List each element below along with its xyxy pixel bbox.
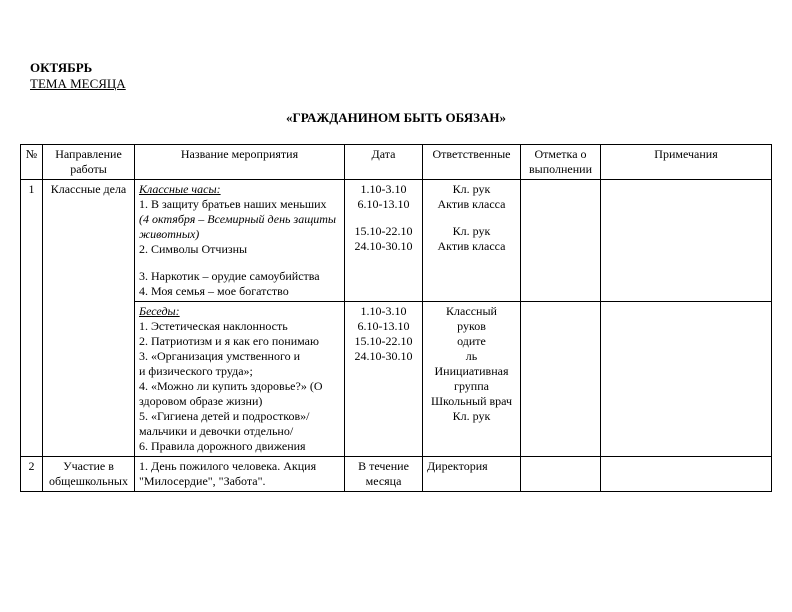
cell-num: 2: [21, 457, 43, 492]
cell-mark: [521, 302, 601, 457]
cell-notes: [601, 302, 772, 457]
cell-notes: [601, 457, 772, 492]
cell-responsible: Классный руков одите ль Инициативная гру…: [423, 302, 521, 457]
date-line: месяца: [349, 474, 418, 489]
cell-date: 1.10-3.10 6.10-13.10 15.10-22.10 24.10-3…: [345, 180, 423, 302]
date-line: В течение: [349, 459, 418, 474]
cell-date: В течение месяца: [345, 457, 423, 492]
col-direction-header: Направление работы: [43, 145, 135, 180]
col-notes-header: Примечания: [601, 145, 772, 180]
date-line: 24.10-30.10: [349, 239, 418, 254]
date-line: 1.10-3.10: [349, 182, 418, 197]
spacer: [139, 257, 340, 269]
event-line: 6. Правила дорожного движения: [139, 439, 340, 454]
cell-event: Беседы: 1. Эстетическая наклонность 2. П…: [135, 302, 345, 457]
date-line: 6.10-13.10: [349, 197, 418, 212]
page-title: «ГРАЖДАНИНОМ БЫТЬ ОБЯЗАН»: [20, 110, 772, 126]
resp-line: Актив класса: [427, 197, 516, 212]
event-line: 2. Патриотизм и я как его понимаю: [139, 334, 340, 349]
spacer: [349, 212, 418, 224]
event-heading: Беседы:: [139, 304, 340, 319]
resp-line: Классный: [427, 304, 516, 319]
event-line: 1. День пожилого человека. Акция "Милосе…: [139, 459, 340, 489]
cell-responsible: Директория: [423, 457, 521, 492]
date-line: 24.10-30.10: [349, 349, 418, 364]
cell-mark: [521, 180, 601, 302]
event-line: (4 октября – Всемирный день защиты живот…: [139, 212, 340, 242]
event-line: 1. Эстетическая наклонность: [139, 319, 340, 334]
event-heading: Классные часы:: [139, 182, 340, 197]
cell-direction: Участие в общешкольных: [43, 457, 135, 492]
cell-event: 1. День пожилого человека. Акция "Милосе…: [135, 457, 345, 492]
event-line: 4. Моя семья – мое богатство: [139, 284, 340, 299]
col-mark-header: Отметка о выполнении: [521, 145, 601, 180]
event-line: и физического труда»;: [139, 364, 340, 379]
event-line: 3. «Организация умственного и: [139, 349, 340, 364]
theme-label: ТЕМА МЕСЯЦА: [30, 76, 772, 92]
cell-notes: [601, 180, 772, 302]
table-row: 1 Классные дела Классные часы: 1. В защи…: [21, 180, 772, 302]
cell-mark: [521, 457, 601, 492]
col-event-header: Название мероприятия: [135, 145, 345, 180]
date-line: 6.10-13.10: [349, 319, 418, 334]
month-label: ОКТЯБРЬ: [30, 60, 772, 76]
event-line: 1. В защиту братьев наших меньших: [139, 197, 340, 212]
resp-line: одите: [427, 334, 516, 349]
event-line: 2. Символы Отчизны: [139, 242, 340, 257]
cell-responsible: Кл. рук Актив класса Кл. рук Актив класс…: [423, 180, 521, 302]
resp-line: группа: [427, 379, 516, 394]
cell-event: Классные часы: 1. В защиту братьев наших…: [135, 180, 345, 302]
col-num-header: №: [21, 145, 43, 180]
resp-line: Школьный врач: [427, 394, 516, 409]
event-line: 4. «Можно ли купить здоровье?» (О здоров…: [139, 379, 340, 409]
event-line: 5. «Гигиена детей и подростков»/мальчики…: [139, 409, 340, 439]
resp-line: Кл. рук: [427, 409, 516, 424]
col-responsible-header: Ответственные: [423, 145, 521, 180]
resp-line: ль: [427, 349, 516, 364]
cell-date: 1.10-3.10 6.10-13.10 15.10-22.10 24.10-3…: [345, 302, 423, 457]
cell-direction: Классные дела: [43, 180, 135, 457]
date-line: 15.10-22.10: [349, 334, 418, 349]
resp-line: руков: [427, 319, 516, 334]
table-header-row: № Направление работы Название мероприяти…: [21, 145, 772, 180]
event-line: 3. Наркотик – орудие самоубийства: [139, 269, 340, 284]
date-line: 15.10-22.10: [349, 224, 418, 239]
resp-line: Кл. рук: [427, 182, 516, 197]
table-row: 2 Участие в общешкольных 1. День пожилог…: [21, 457, 772, 492]
resp-line: Инициативная: [427, 364, 516, 379]
schedule-table: № Направление работы Название мероприяти…: [20, 144, 772, 492]
spacer: [427, 212, 516, 224]
date-line: 1.10-3.10: [349, 304, 418, 319]
cell-num: 1: [21, 180, 43, 457]
col-date-header: Дата: [345, 145, 423, 180]
resp-line: Актив класса: [427, 239, 516, 254]
resp-line: Кл. рук: [427, 224, 516, 239]
resp-line: Директория: [427, 459, 516, 474]
